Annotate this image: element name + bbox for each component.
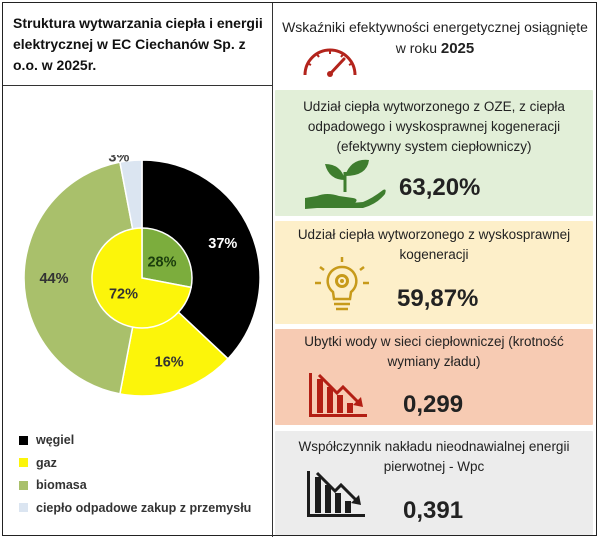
indicators-title-year: 2025 — [440, 40, 475, 57]
inner-slice-label-1: 72% — [109, 286, 138, 302]
indicators-title-line2: w roku 2025 — [275, 38, 595, 59]
falling-chart-icon — [309, 373, 367, 417]
legend-swatch — [19, 480, 28, 490]
indicator-text: Udział ciepła wytworzonego z OZE, z ciep… — [303, 99, 565, 154]
speedometer-icon — [303, 48, 357, 77]
chart-legend: węgiel gaz biomasa ciepło odpadowe zakup z … — [19, 429, 251, 519]
legend-item: ciepło odpadowe zakup z przemysłu — [19, 497, 251, 520]
inner-slice-1 — [91, 227, 192, 329]
outer-slice-label-1: 16% — [155, 355, 184, 371]
indicator-value: 59,87% — [397, 285, 479, 312]
legend-label: ciepło odpadowe zakup z przemysłu — [36, 500, 252, 515]
legend-item: gaz — [19, 452, 251, 475]
falling-chart-icon — [307, 471, 365, 517]
legend-item: węgiel — [19, 429, 251, 452]
indicator-panel-oze: Udział ciepła wytworzonego z OZE, z ciep… — [275, 90, 593, 216]
legend-swatch — [19, 458, 28, 468]
indicator-text: Ubytki wody w sieci ciepłowniczej (krotn… — [304, 334, 564, 369]
chart-title: Struktura wytwarzania ciepła i energii e… — [13, 15, 263, 73]
legend-item: biomasa — [19, 474, 251, 497]
lightbulb-gear-icon — [315, 257, 369, 311]
legend-label: węgiel — [36, 433, 75, 448]
indicator-panel-wpc: Współczynnik nakładu nieodnawialnej ener… — [275, 431, 593, 535]
indicator-text: Współczynnik nakładu nieodnawialnej ener… — [298, 439, 570, 474]
indicators-title-year-prefix: w roku — [395, 40, 437, 56]
indicator-panel-water-loss: Ubytki wody w sieci ciepłowniczej (krotn… — [275, 329, 593, 425]
indicator-panel-cogeneration: Udział ciepła wytworzonego z wyskosprawn… — [275, 221, 593, 324]
legend-label: gaz — [36, 455, 57, 470]
plant-hand-icon — [305, 159, 386, 209]
outer-slice-2 — [23, 161, 143, 395]
indicators-title: Wskaźniki efektywności energetycznej osi… — [275, 17, 595, 59]
outer-slice-label-0: 37% — [208, 236, 237, 252]
indicator-value: 0,299 — [403, 391, 464, 418]
indicator-text: Udział ciepła wytworzonego z wyskosprawn… — [297, 227, 571, 262]
legend-swatch — [19, 503, 28, 513]
column-divider — [272, 3, 273, 537]
title-divider — [3, 85, 273, 86]
outer-slice-0 — [141, 159, 261, 360]
indicator-value: 63,20% — [399, 174, 481, 201]
legend-swatch — [19, 435, 28, 445]
inner-slice-0 — [141, 227, 193, 289]
legend-label: biomasa — [36, 478, 87, 493]
inner-slice-label-0: 28% — [147, 254, 176, 270]
outer-slice-label-3: 3% — [108, 155, 129, 166]
pie-chart: 37% 16% 44% 3% 28% 72% — [23, 155, 261, 397]
indicator-value: 0,391 — [403, 497, 464, 524]
outer-slice-label-2: 44% — [39, 271, 68, 287]
indicators-title-line1: Wskaźniki efektywności energetycznej osi… — [282, 19, 588, 35]
